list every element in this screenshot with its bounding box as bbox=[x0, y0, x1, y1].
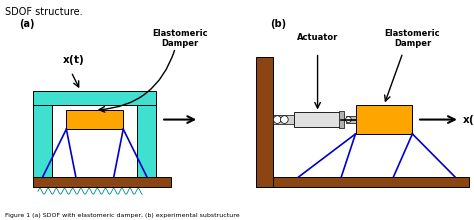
Text: SDOF structure.: SDOF structure. bbox=[5, 7, 82, 17]
Text: Elastomeric
Damper: Elastomeric Damper bbox=[152, 29, 208, 48]
Circle shape bbox=[346, 117, 351, 123]
Bar bbox=[356, 105, 412, 134]
Text: Actuator: Actuator bbox=[297, 33, 338, 42]
Text: $\mathbf{x(t)}$: $\mathbf{x(t)}$ bbox=[462, 113, 474, 126]
Bar bbox=[294, 112, 341, 127]
Text: Figure 1 (a) SDOF with elastomeric damper, (b) experimental substructure: Figure 1 (a) SDOF with elastomeric dampe… bbox=[5, 213, 239, 218]
Bar bbox=[273, 115, 294, 124]
Bar bbox=[33, 105, 52, 177]
Text: $\mathbf{x(t)}$: $\mathbf{x(t)}$ bbox=[62, 53, 84, 67]
Bar bbox=[33, 91, 156, 105]
Circle shape bbox=[281, 116, 288, 123]
Bar bbox=[256, 177, 469, 187]
Bar bbox=[339, 111, 344, 128]
Bar bbox=[66, 110, 123, 129]
Bar bbox=[346, 116, 356, 123]
Bar bbox=[256, 57, 273, 187]
Text: Elastomeric
Damper: Elastomeric Damper bbox=[384, 29, 440, 48]
Circle shape bbox=[273, 116, 281, 123]
Bar bbox=[137, 105, 156, 177]
Text: (a): (a) bbox=[19, 19, 35, 29]
Text: (b): (b) bbox=[270, 19, 286, 29]
Bar bbox=[33, 177, 171, 187]
